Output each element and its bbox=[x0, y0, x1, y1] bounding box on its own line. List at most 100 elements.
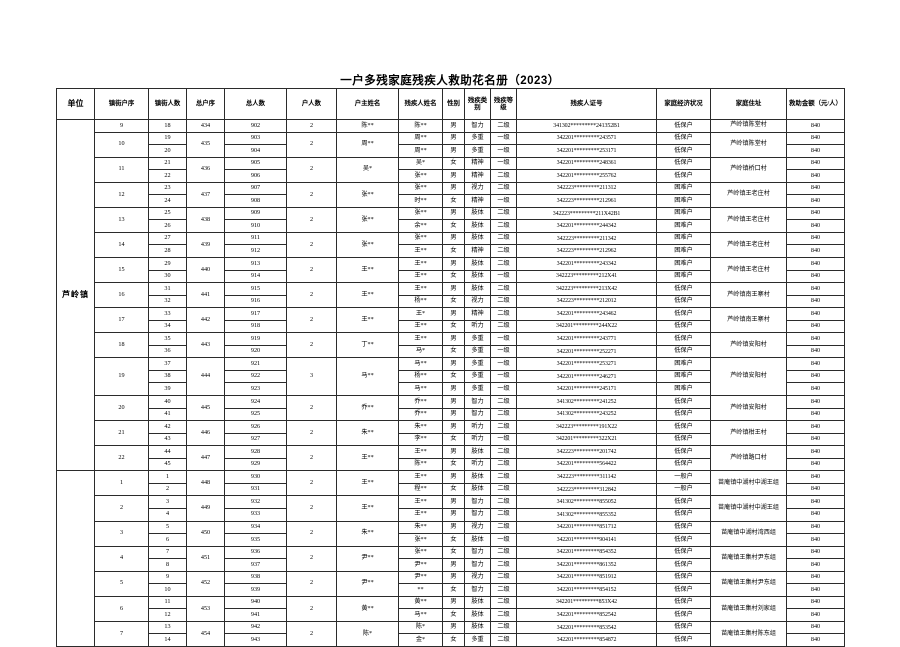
cell-home-address: 苗庵镇王集村刘家组 bbox=[710, 595, 787, 622]
cell-aid-amount: 840 bbox=[786, 131, 845, 146]
cell-disability-id: 342201*********322X21 bbox=[516, 432, 657, 447]
cell-household-person-count: 2 bbox=[286, 470, 337, 497]
cell-disability-type: 视力 bbox=[464, 520, 491, 535]
cell-disability-level: 一级 bbox=[490, 269, 517, 284]
cell-disability-type: 智力 bbox=[464, 119, 491, 133]
cell-disabled-name: 马* bbox=[398, 344, 443, 359]
cell-aid-amount: 840 bbox=[786, 344, 845, 359]
cell-aid-amount: 840 bbox=[786, 608, 845, 622]
cell-disabled-name: 马** bbox=[398, 357, 443, 371]
cell-total-person-count: 917 bbox=[224, 307, 287, 321]
cell-economic-status: 困难户 bbox=[656, 231, 711, 246]
cell-disability-level: 二级 bbox=[490, 206, 517, 221]
cell-gender: 男 bbox=[442, 420, 465, 434]
cell-economic-status: 困难户 bbox=[656, 357, 711, 371]
cell-disability-level: 二级 bbox=[490, 282, 517, 296]
cell-total-household-seq: 447 bbox=[186, 445, 225, 472]
cell-town-household-seq: 10 bbox=[94, 131, 149, 158]
cell-disability-type: 智力 bbox=[464, 395, 491, 409]
cell-town-person-count: 30 bbox=[148, 269, 187, 284]
cell-total-person-count: 932 bbox=[224, 495, 287, 509]
cell-economic-status: 困难户 bbox=[656, 194, 711, 208]
cell-disability-type: 肢体 bbox=[464, 595, 491, 610]
cell-aid-amount: 840 bbox=[786, 558, 845, 572]
cell-total-person-count: 905 bbox=[224, 156, 287, 171]
cell-town-household-seq: 20 bbox=[94, 395, 149, 422]
cell-economic-status: 一般户 bbox=[656, 482, 711, 497]
cell-aid-amount: 840 bbox=[786, 595, 845, 610]
cell-disability-id: 342201*********861352 bbox=[516, 558, 657, 572]
cell-disability-id: 341302*********241352B1 bbox=[516, 119, 657, 133]
cell-aid-amount: 840 bbox=[786, 407, 845, 422]
cell-aid-amount: 840 bbox=[786, 620, 845, 635]
cell-aid-amount: 840 bbox=[786, 570, 845, 585]
cell-householder-name: 陈** bbox=[336, 119, 399, 133]
cell-town-household-seq: 16 bbox=[94, 282, 149, 309]
cell-town-household-seq: 13 bbox=[94, 206, 149, 233]
cell-economic-status: 低保户 bbox=[656, 595, 711, 610]
cell-total-household-seq: 452 bbox=[186, 570, 225, 597]
cell-home-address: 苗庵镇中湖村中湖王组 bbox=[710, 495, 787, 522]
table-row: 4 7 451 936 2 尹** 张** 女智力 二级 342201*********85435… bbox=[57, 545, 845, 572]
cell-town-person-count: 29 bbox=[148, 257, 187, 271]
cell-disability-level: 二级 bbox=[490, 470, 517, 484]
col-header-town-person-count: 镇街人数 bbox=[148, 88, 187, 120]
cell-householder-name: 王** bbox=[336, 495, 399, 522]
cell-gender: 男 bbox=[442, 570, 465, 585]
cell-disabled-name: 杨** bbox=[398, 294, 443, 309]
cell-town-household-seq: 15 bbox=[94, 257, 149, 284]
cell-home-address: 芦岭镇王老庄村 bbox=[710, 206, 787, 233]
cell-disability-type: 智力 bbox=[464, 558, 491, 572]
cell-householder-name: 尹** bbox=[336, 545, 399, 572]
cell-economic-status: 低保户 bbox=[656, 395, 711, 409]
cell-town-household-seq: 17 bbox=[94, 307, 149, 334]
cell-gender: 男 bbox=[442, 257, 465, 271]
col-header-disability-level: 残疾等级 bbox=[490, 88, 517, 120]
cell-town-person-count: 45 bbox=[148, 457, 187, 472]
cell-town-person-count: 19 bbox=[148, 131, 187, 146]
cell-home-address: 芦岭镇南王寨村 bbox=[710, 282, 787, 309]
cell-total-household-seq: 453 bbox=[186, 595, 225, 622]
table-row: 16 31 441 915 2 王** 王** 男肢体 二级 342223*********213… bbox=[57, 282, 845, 309]
cell-home-address: 芦岭镇陈堂村 bbox=[710, 131, 787, 158]
cell-economic-status: 低保户 bbox=[656, 294, 711, 309]
cell-gender: 男 bbox=[442, 169, 465, 183]
cell-aid-amount: 840 bbox=[786, 545, 845, 560]
cell-disability-level: 一级 bbox=[490, 369, 517, 384]
cell-disabled-name: 陈* bbox=[398, 620, 443, 635]
cell-gender: 女 bbox=[442, 545, 465, 560]
cell-total-household-seq: 449 bbox=[186, 495, 225, 522]
cell-householder-name: 王** bbox=[336, 257, 399, 284]
cell-aid-amount: 840 bbox=[786, 382, 845, 397]
cell-aid-amount: 840 bbox=[786, 445, 845, 459]
cell-disability-type: 视力 bbox=[464, 181, 491, 196]
cell-aid-amount: 840 bbox=[786, 457, 845, 472]
cell-town-person-count: 21 bbox=[148, 156, 187, 171]
col-header-total-household-seq: 总户序 bbox=[186, 88, 225, 120]
cell-town-household-seq: 7 bbox=[94, 620, 149, 647]
cell-economic-status: 困难户 bbox=[656, 382, 711, 397]
cell-disability-level: 二级 bbox=[490, 620, 517, 635]
cell-town-person-count: 9 bbox=[148, 570, 187, 585]
cell-town-person-count: 35 bbox=[148, 332, 187, 346]
cell-householder-name: 尹** bbox=[336, 570, 399, 597]
cell-total-person-count: 934 bbox=[224, 520, 287, 535]
cell-disability-type: 肢体 bbox=[464, 533, 491, 547]
cell-disabled-name: 时** bbox=[398, 194, 443, 208]
cell-disability-type: 智力 bbox=[464, 495, 491, 509]
cell-town-person-count: 20 bbox=[148, 144, 187, 158]
cell-disability-level: 二级 bbox=[490, 420, 517, 434]
cell-disabled-name: 王** bbox=[398, 495, 443, 509]
cell-aid-amount: 840 bbox=[786, 319, 845, 334]
cell-gender: 女 bbox=[442, 219, 465, 233]
cell-disability-id: 342201*********245171 bbox=[516, 382, 657, 397]
cell-household-person-count: 2 bbox=[286, 595, 337, 622]
cell-economic-status: 低保户 bbox=[656, 131, 711, 146]
table-row: 34 918 王** 女听力 二级 342201*********244X22 低保户 840 bbox=[57, 319, 845, 334]
cell-disabled-name: 陈** bbox=[398, 119, 443, 133]
cell-disability-id: 342223*********211312 bbox=[516, 181, 657, 196]
cell-disabled-name: 乔** bbox=[398, 395, 443, 409]
cell-total-household-seq: 434 bbox=[186, 119, 225, 133]
cell-disability-level: 二级 bbox=[490, 457, 517, 472]
cell-town-person-count: 37 bbox=[148, 357, 187, 371]
